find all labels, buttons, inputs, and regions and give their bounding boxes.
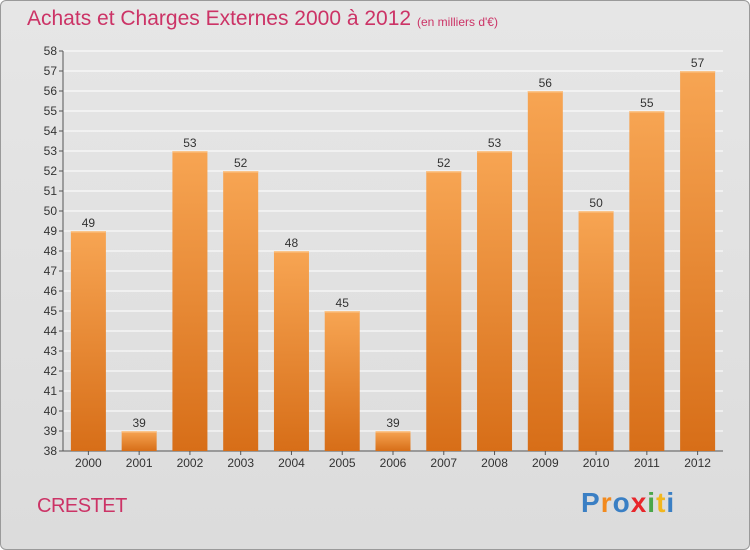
y-tick-label: 53 <box>44 144 58 158</box>
x-tick-label: 2007 <box>430 456 457 470</box>
data-label: 57 <box>691 56 705 70</box>
bar-highlight <box>477 151 513 153</box>
bar <box>578 211 614 451</box>
x-tick-label: 2004 <box>278 456 305 470</box>
y-tick-label: 49 <box>44 224 58 238</box>
bar-highlight <box>324 311 360 313</box>
bar <box>680 71 716 451</box>
y-tick-label: 56 <box>44 84 58 98</box>
bar-highlight <box>375 431 411 433</box>
bar-highlight <box>426 171 462 173</box>
bar-highlight <box>273 251 309 253</box>
y-tick-label: 57 <box>44 64 58 78</box>
logo-letter: r <box>600 487 613 518</box>
data-label: 50 <box>589 196 603 210</box>
bar <box>375 431 411 451</box>
data-label: 39 <box>386 416 400 430</box>
x-tick-label: 2005 <box>329 456 356 470</box>
bar <box>426 171 462 451</box>
x-tick-label: 2001 <box>126 456 153 470</box>
logo-letter: i <box>666 487 676 518</box>
data-label: 45 <box>336 296 350 310</box>
data-label: 52 <box>437 156 451 170</box>
data-label: 48 <box>285 236 299 250</box>
data-label: 52 <box>234 156 248 170</box>
bar <box>70 231 106 451</box>
chart-title: Achats et Charges Externes 2000 à 2012 <box>27 7 412 30</box>
y-tick-label: 48 <box>44 244 58 258</box>
x-tick-label: 2002 <box>177 456 204 470</box>
y-tick-label: 43 <box>44 344 58 358</box>
y-tick-label: 47 <box>44 264 58 278</box>
y-tick-label: 41 <box>44 384 58 398</box>
y-tick-label: 52 <box>44 164 58 178</box>
logo-letter: t <box>656 487 667 518</box>
y-tick-label: 58 <box>44 44 58 58</box>
data-label: 56 <box>539 76 553 90</box>
bar-highlight <box>121 431 157 433</box>
x-tick-label: 2010 <box>583 456 610 470</box>
y-tick-label: 39 <box>44 424 58 438</box>
data-label: 39 <box>132 416 146 430</box>
x-tick-label: 2000 <box>75 456 102 470</box>
bar <box>527 91 563 451</box>
bar-highlight <box>527 91 563 93</box>
y-tick-label: 51 <box>44 184 58 198</box>
logo-letter: P <box>581 487 601 518</box>
x-tick-label: 2011 <box>634 456 660 470</box>
logo-letter: o <box>612 487 631 518</box>
x-tick-label: 2003 <box>227 456 254 470</box>
y-tick-label: 44 <box>44 324 58 338</box>
bar-highlight <box>223 171 259 173</box>
bar <box>477 151 513 451</box>
y-tick-label: 46 <box>44 284 58 298</box>
x-tick-label: 2006 <box>380 456 407 470</box>
y-tick-label: 42 <box>44 364 58 378</box>
y-tick-label: 54 <box>44 124 58 138</box>
logo-letter: i <box>647 487 657 518</box>
bar-highlight <box>578 211 614 213</box>
x-tick-label: 2012 <box>684 456 711 470</box>
y-tick-label: 40 <box>44 404 58 418</box>
bar <box>273 251 309 451</box>
data-label: 53 <box>183 136 197 150</box>
bar-highlight <box>629 111 665 113</box>
x-tick-label: 2009 <box>532 456 559 470</box>
bar-highlight <box>172 151 208 153</box>
bar-highlight <box>70 231 106 233</box>
y-tick-label: 50 <box>44 204 58 218</box>
bar <box>324 311 360 451</box>
x-tick-label: 2008 <box>481 456 508 470</box>
data-label: 55 <box>640 96 654 110</box>
commune-name: CRESTET <box>37 495 127 517</box>
bar-highlight <box>680 71 716 73</box>
bar <box>172 151 208 451</box>
y-tick-label: 55 <box>44 104 58 118</box>
data-label: 53 <box>488 136 502 150</box>
proxiti-logo: Proxiti <box>581 487 675 519</box>
y-tick-label: 38 <box>44 444 58 458</box>
y-tick-label: 45 <box>44 304 58 318</box>
data-label: 49 <box>82 216 96 230</box>
bar <box>629 111 665 451</box>
bar <box>121 431 157 451</box>
chart-subtitle: (en milliers d'€) <box>417 15 498 29</box>
bar <box>223 171 259 451</box>
logo-letter: x <box>630 487 648 518</box>
